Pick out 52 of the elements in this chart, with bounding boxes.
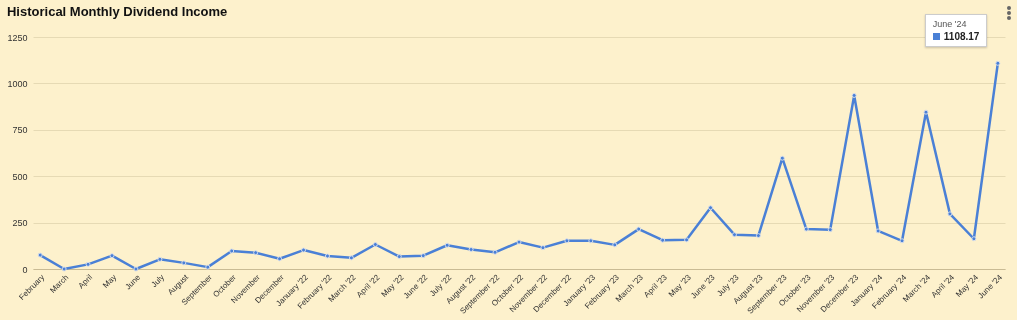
point	[372, 242, 378, 247]
point	[755, 233, 761, 239]
point	[923, 109, 929, 115]
y-tick-label: 0	[22, 264, 28, 275]
point	[348, 255, 354, 261]
x-tick-label: July	[149, 272, 167, 290]
y-tick-label: 250	[12, 218, 28, 229]
point	[157, 256, 163, 262]
point	[85, 261, 91, 267]
point	[133, 266, 139, 272]
y-tick-label: 750	[12, 125, 28, 136]
point	[851, 92, 857, 98]
point	[899, 238, 905, 244]
point	[324, 253, 330, 259]
point	[971, 236, 977, 242]
point	[253, 250, 259, 256]
point	[540, 245, 546, 251]
point	[875, 228, 881, 234]
y-tick-label: 500	[12, 171, 28, 182]
point	[516, 239, 522, 245]
point	[947, 211, 953, 217]
chart-title: Historical Monthly Dividend Income	[6, 4, 228, 19]
point	[205, 264, 211, 270]
point	[827, 227, 833, 233]
y-tick-label: 1000	[7, 78, 28, 89]
point	[731, 232, 737, 238]
point	[636, 226, 642, 232]
point	[301, 247, 307, 253]
point	[708, 205, 714, 211]
point	[660, 237, 666, 243]
point	[229, 248, 235, 254]
point	[995, 60, 1001, 66]
x-tick-label: May	[101, 272, 119, 290]
point	[803, 226, 809, 232]
point	[61, 266, 67, 272]
point	[420, 253, 426, 259]
point	[564, 238, 570, 244]
point	[492, 249, 498, 255]
point	[612, 242, 618, 248]
point	[181, 260, 187, 266]
data-label: 1108.17	[943, 31, 980, 43]
point	[779, 155, 785, 161]
point	[684, 237, 690, 243]
y-tick-label: 1250	[7, 32, 28, 43]
point	[109, 253, 115, 259]
point	[37, 252, 43, 258]
point	[468, 247, 474, 253]
point	[444, 242, 450, 248]
point	[396, 254, 402, 260]
text: June '24	[932, 19, 968, 30]
point	[588, 238, 594, 244]
point	[277, 256, 283, 262]
